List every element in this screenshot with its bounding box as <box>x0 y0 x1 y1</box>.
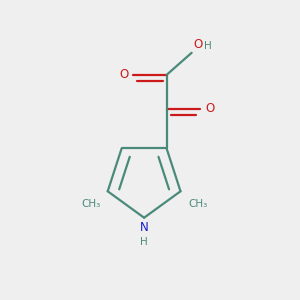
Text: CH₃: CH₃ <box>188 199 207 208</box>
Text: O: O <box>205 102 214 115</box>
Text: N: N <box>140 221 148 234</box>
Text: H: H <box>204 41 212 51</box>
Text: O: O <box>119 68 128 81</box>
Text: O: O <box>193 38 203 51</box>
Text: H: H <box>140 237 148 247</box>
Text: CH₃: CH₃ <box>81 199 100 208</box>
